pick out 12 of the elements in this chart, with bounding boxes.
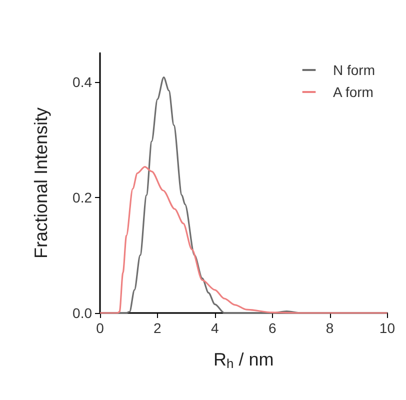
x-tick-label: 4 [210,320,219,336]
y-axis-title: Fractional Intensity [31,107,51,259]
x-tick-label: 0 [96,320,104,336]
x-tick-label: 6 [268,320,276,336]
legend-label: A form [333,84,374,100]
x-tick-label: 10 [379,320,396,336]
y-tick-label: 0.0 [72,305,92,321]
y-tick-label: 0.2 [72,189,92,206]
x-tick-label: 8 [326,320,334,336]
y-tick-label: 0.4 [72,74,92,90]
legend-label: N form [333,62,375,78]
x-tick-label: 2 [154,320,162,336]
